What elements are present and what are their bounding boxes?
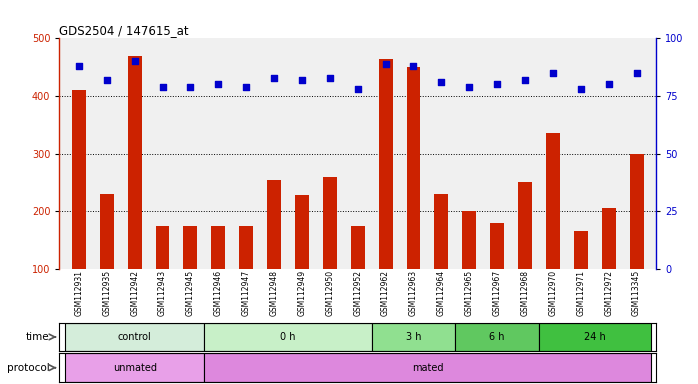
Bar bbox=[205, 353, 651, 382]
Bar bbox=[65, 353, 205, 382]
Bar bbox=[65, 323, 205, 351]
Text: protocol: protocol bbox=[7, 362, 50, 373]
Bar bbox=[351, 226, 364, 269]
Point bbox=[436, 79, 447, 85]
Bar bbox=[267, 180, 281, 269]
Point bbox=[519, 77, 530, 83]
Text: unmated: unmated bbox=[112, 362, 156, 373]
Point bbox=[575, 86, 586, 92]
Bar bbox=[574, 231, 588, 269]
Point bbox=[157, 84, 168, 90]
Point bbox=[380, 61, 391, 67]
Bar bbox=[239, 226, 253, 269]
Bar bbox=[406, 67, 420, 269]
Text: 0 h: 0 h bbox=[281, 332, 296, 342]
Point bbox=[325, 74, 336, 81]
Point bbox=[101, 77, 112, 83]
Text: 6 h: 6 h bbox=[489, 332, 505, 342]
Bar bbox=[184, 226, 198, 269]
Point bbox=[213, 81, 224, 88]
Bar bbox=[323, 177, 337, 269]
Bar bbox=[539, 323, 651, 351]
Bar bbox=[490, 223, 504, 269]
Bar bbox=[156, 226, 170, 269]
Text: 3 h: 3 h bbox=[406, 332, 422, 342]
Bar bbox=[72, 90, 86, 269]
Bar bbox=[630, 154, 644, 269]
Bar bbox=[378, 59, 392, 269]
Point bbox=[73, 63, 84, 69]
Bar bbox=[128, 56, 142, 269]
Bar bbox=[371, 323, 455, 351]
Point bbox=[352, 86, 363, 92]
Point bbox=[241, 84, 252, 90]
Text: 24 h: 24 h bbox=[584, 332, 606, 342]
Point bbox=[185, 84, 196, 90]
Point bbox=[408, 63, 419, 69]
Point bbox=[463, 84, 475, 90]
Point bbox=[491, 81, 503, 88]
Text: mated: mated bbox=[412, 362, 443, 373]
Text: time: time bbox=[26, 332, 50, 342]
Point bbox=[631, 70, 642, 76]
Bar bbox=[295, 195, 309, 269]
Bar bbox=[518, 182, 532, 269]
Bar bbox=[546, 134, 560, 269]
Point bbox=[547, 70, 558, 76]
Bar bbox=[462, 211, 476, 269]
Bar bbox=[205, 323, 371, 351]
Text: GDS2504 / 147615_at: GDS2504 / 147615_at bbox=[59, 24, 189, 37]
Bar bbox=[455, 323, 539, 351]
Bar bbox=[211, 226, 225, 269]
Bar bbox=[602, 209, 616, 269]
Bar bbox=[434, 194, 448, 269]
Point bbox=[129, 58, 140, 65]
Bar bbox=[100, 194, 114, 269]
Text: control: control bbox=[118, 332, 151, 342]
Point bbox=[603, 81, 614, 88]
Point bbox=[269, 74, 280, 81]
Point bbox=[297, 77, 308, 83]
